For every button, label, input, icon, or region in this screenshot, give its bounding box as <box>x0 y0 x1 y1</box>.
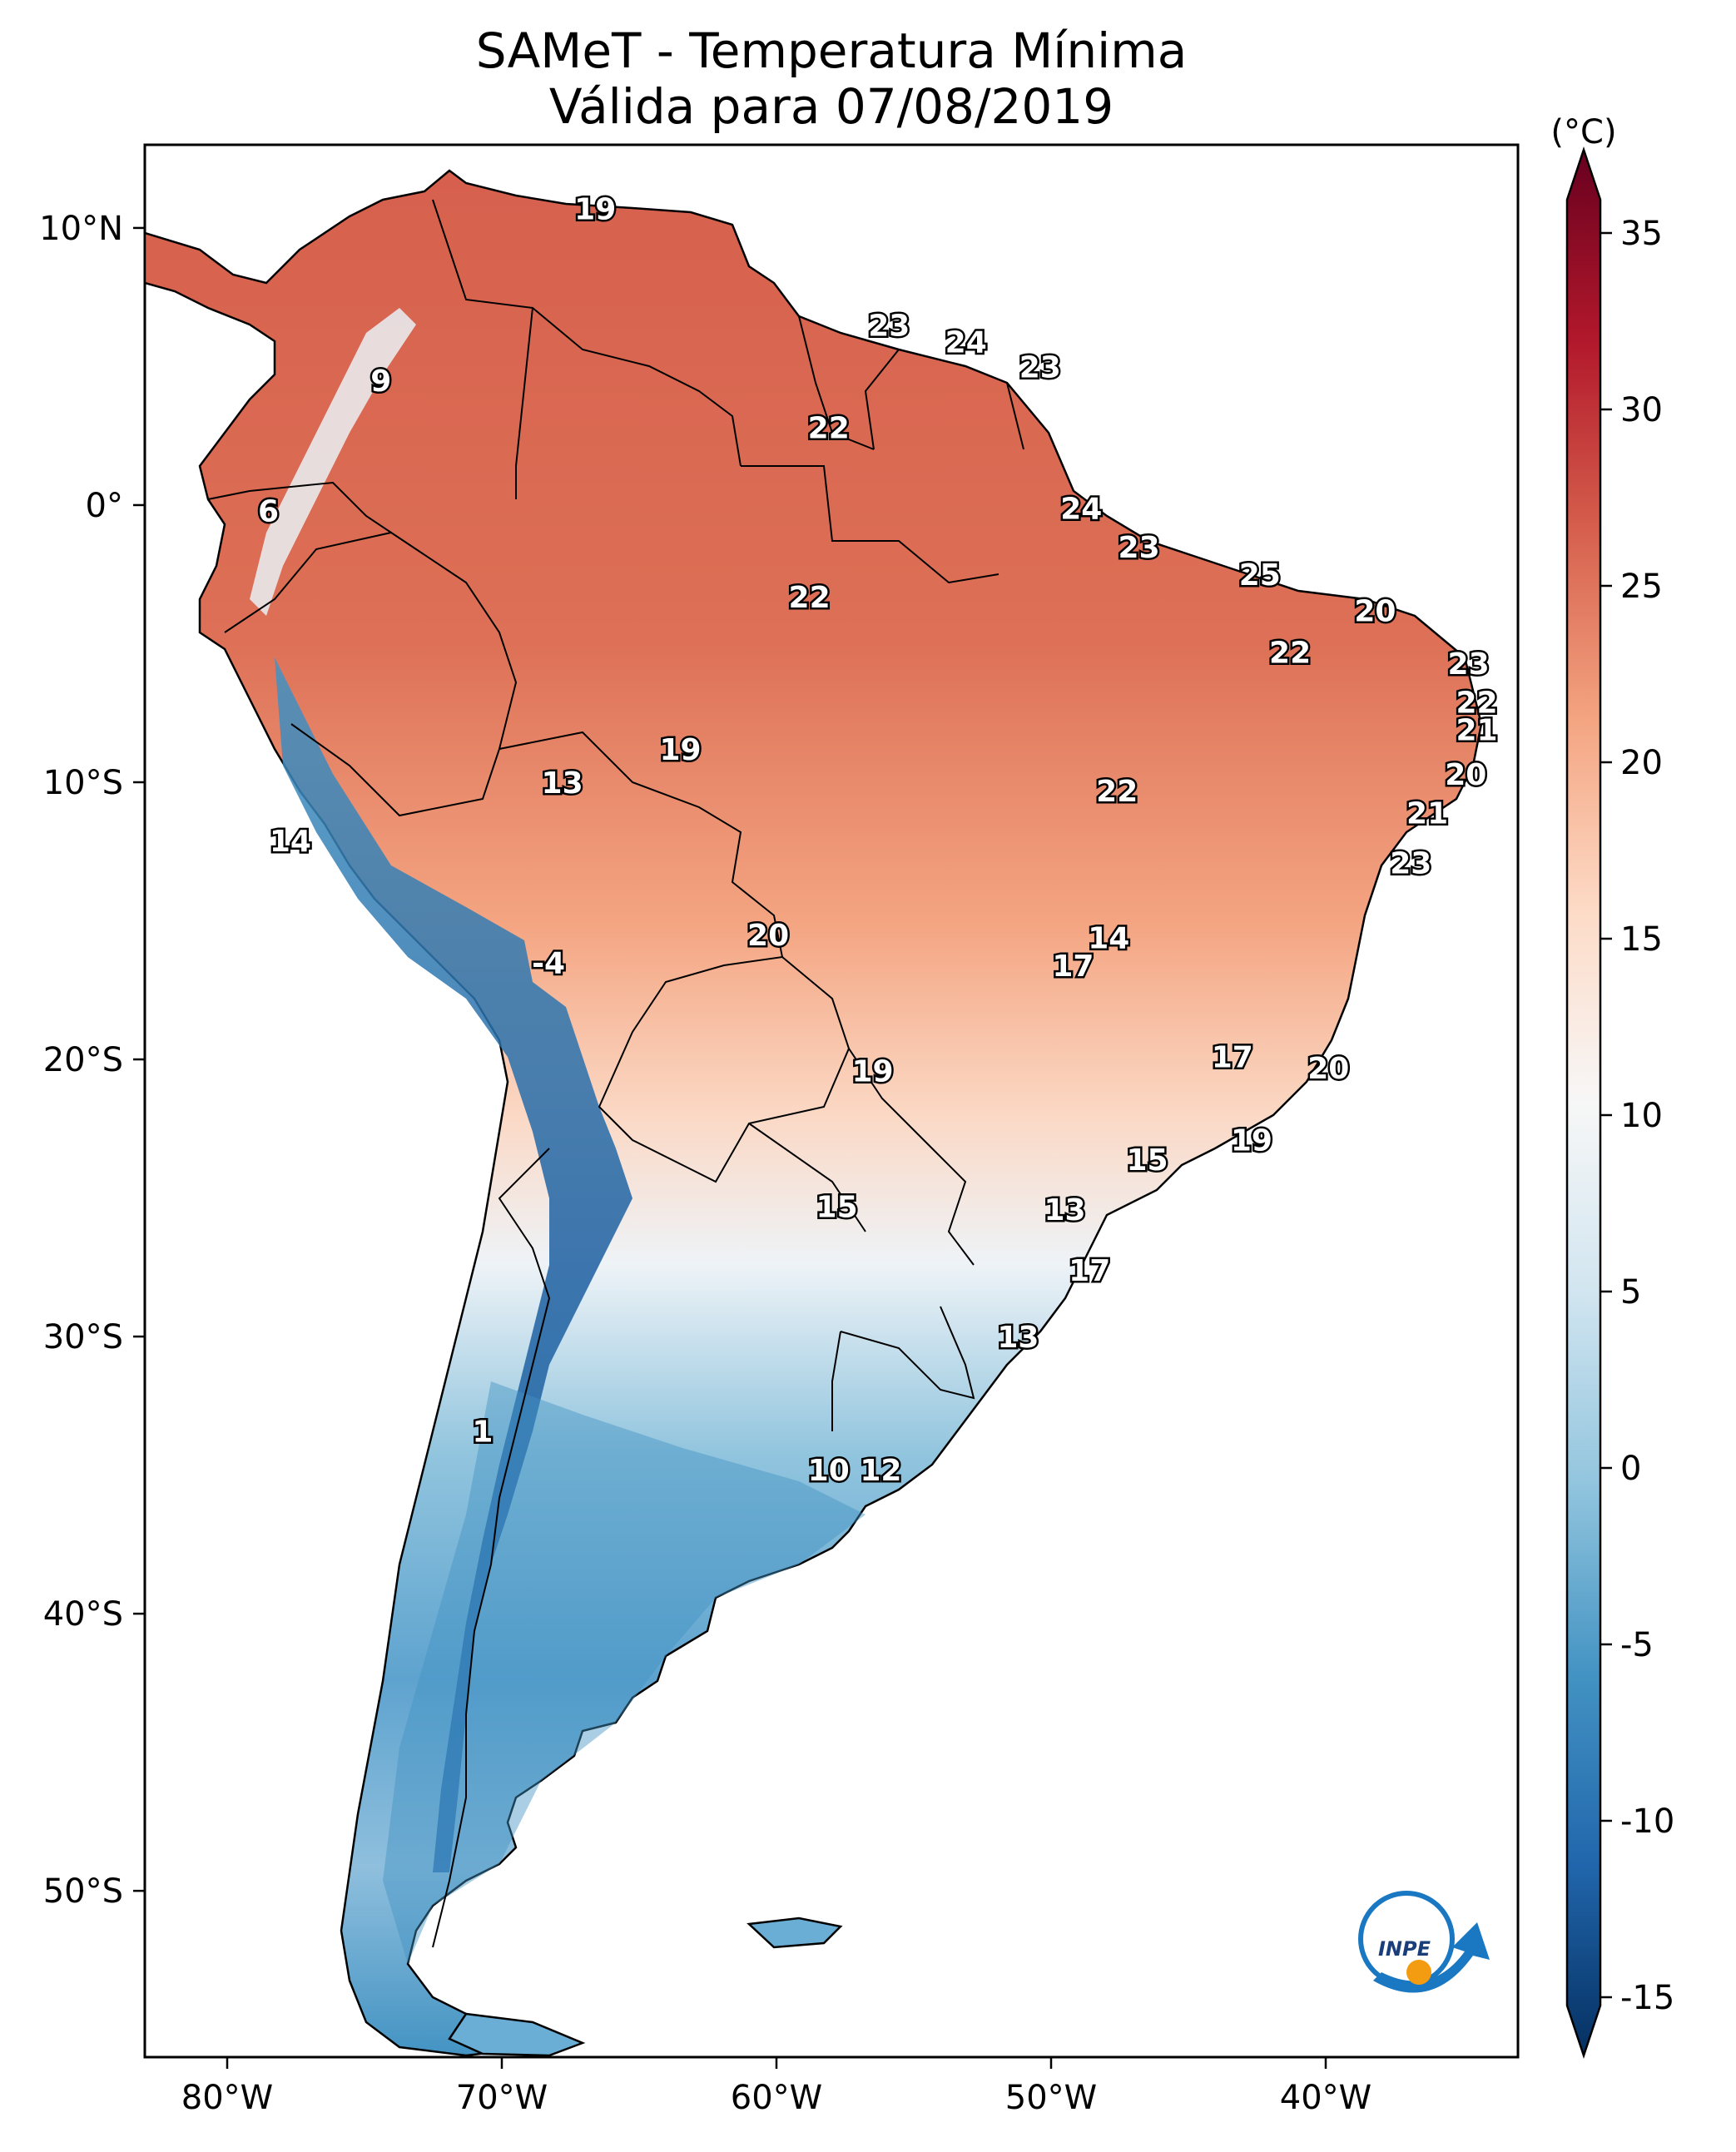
map-title: SAMeT - Temperatura Mínima <box>475 22 1188 79</box>
station-value: 17 <box>1052 950 1094 984</box>
station-value: 14 <box>1088 922 1129 956</box>
station-value: 10 <box>808 1454 850 1488</box>
station-value: 21 <box>1456 714 1497 748</box>
station-value: 25 <box>1239 558 1281 593</box>
station-value: 22 <box>789 581 831 615</box>
station-value: 19 <box>851 1054 893 1088</box>
lat-label: 0° <box>86 487 123 525</box>
station-value: 17 <box>1069 1254 1110 1288</box>
colorbar-tick-label: -10 <box>1620 1802 1674 1841</box>
colorbar-tick-label: 0 <box>1620 1450 1641 1488</box>
axis-ticks <box>133 226 1327 2069</box>
lat-label: 10°N <box>39 210 123 248</box>
station-value: 24 <box>1060 492 1102 526</box>
station-value: 19 <box>574 193 616 227</box>
station-value: 12 <box>860 1454 901 1488</box>
lat-label: 30°S <box>43 1318 123 1356</box>
station-value: 23 <box>1448 647 1490 682</box>
colorbar-bar <box>1565 146 1602 2059</box>
lon-label: 80°W <box>181 2079 273 2117</box>
colorbar-tick-label: 25 <box>1620 568 1663 606</box>
station-value: 17 <box>1212 1041 1253 1075</box>
station-value: 15 <box>1126 1143 1168 1178</box>
colorbar-tick-label: 10 <box>1620 1097 1663 1135</box>
station-value: 24 <box>945 325 987 359</box>
station-value: 20 <box>747 919 789 953</box>
station-value: 1 <box>472 1415 493 1449</box>
station-value: 9 <box>370 364 391 399</box>
lon-label: 40°W <box>1280 2079 1371 2117</box>
lat-label: 50°S <box>43 1872 123 1911</box>
station-value: 20 <box>1354 595 1396 629</box>
colorbar-unit: (°C) <box>1550 113 1616 151</box>
logo-arrow-icon <box>1373 1922 1490 1993</box>
colorbar-tick-label: 15 <box>1620 920 1663 959</box>
northern-andes-cool <box>250 308 416 616</box>
colorbar-tick-label: 30 <box>1620 391 1663 429</box>
station-value: 23 <box>1390 847 1431 881</box>
station-value: 23 <box>868 309 910 343</box>
station-value: 15 <box>816 1191 858 1225</box>
lat-label: 40°S <box>43 1595 123 1634</box>
station-value: 19 <box>659 733 701 767</box>
inpe-logo: INPE <box>1358 1891 1490 1993</box>
logo-text: INPE <box>1378 1937 1431 1961</box>
station-value: 13 <box>542 766 583 801</box>
station-value: 13 <box>1044 1193 1085 1227</box>
tierra-del-fuego <box>448 2012 586 2057</box>
andes-cold-region <box>275 657 632 1872</box>
colorbar-ticks: 35 30 25 20 15 10 5 0 -5 -10 -15 <box>1600 215 1674 2017</box>
station-value: 14 <box>270 825 311 859</box>
logo-sun-icon <box>1406 1960 1431 1985</box>
station-value: 22 <box>1456 686 1497 720</box>
colorbar-tick-label: 20 <box>1620 744 1663 782</box>
station-value: 23 <box>1118 531 1160 565</box>
station-value: 23 <box>1019 350 1061 384</box>
station-value: 20 <box>1445 758 1486 792</box>
colorbar-tick-label: -15 <box>1620 1979 1674 2017</box>
lat-label: 20°S <box>43 1041 123 1079</box>
latitude-labels: 10°N 0° 10°S 20°S 30°S 40°S 50°S <box>39 210 123 1911</box>
lat-label: 10°S <box>43 764 123 802</box>
colorbar-tick-label: 5 <box>1620 1273 1641 1312</box>
lon-label: 50°W <box>1005 2079 1097 2117</box>
station-value: 6 <box>258 495 279 529</box>
colorbar-tick-label: -5 <box>1620 1626 1654 1664</box>
station-value: -4 <box>532 946 565 980</box>
station-value: 22 <box>1096 775 1138 809</box>
lon-label: 70°W <box>456 2079 548 2117</box>
colorbar: 35 30 25 20 15 10 5 0 -5 -10 -15 (°C) <box>1550 113 1674 2059</box>
patagonia-cool-region <box>383 1381 866 1964</box>
map-subtitle: Válida para 07/08/2019 <box>548 78 1114 135</box>
lon-label: 60°W <box>731 2079 822 2117</box>
land-layer <box>145 169 1483 2057</box>
station-value: 13 <box>997 1321 1039 1355</box>
falkland-islands <box>746 1916 843 1949</box>
station-value: 19 <box>1231 1124 1272 1158</box>
country-borders <box>207 199 1024 1948</box>
longitude-labels: 80°W 70°W 60°W 50°W 40°W <box>181 2079 1371 2117</box>
station-value: 22 <box>1269 636 1311 670</box>
colorbar-tick-label: 35 <box>1620 215 1663 253</box>
station-value: 22 <box>808 412 850 446</box>
station-value: 21 <box>1406 797 1448 831</box>
station-value: 20 <box>1307 1052 1349 1086</box>
